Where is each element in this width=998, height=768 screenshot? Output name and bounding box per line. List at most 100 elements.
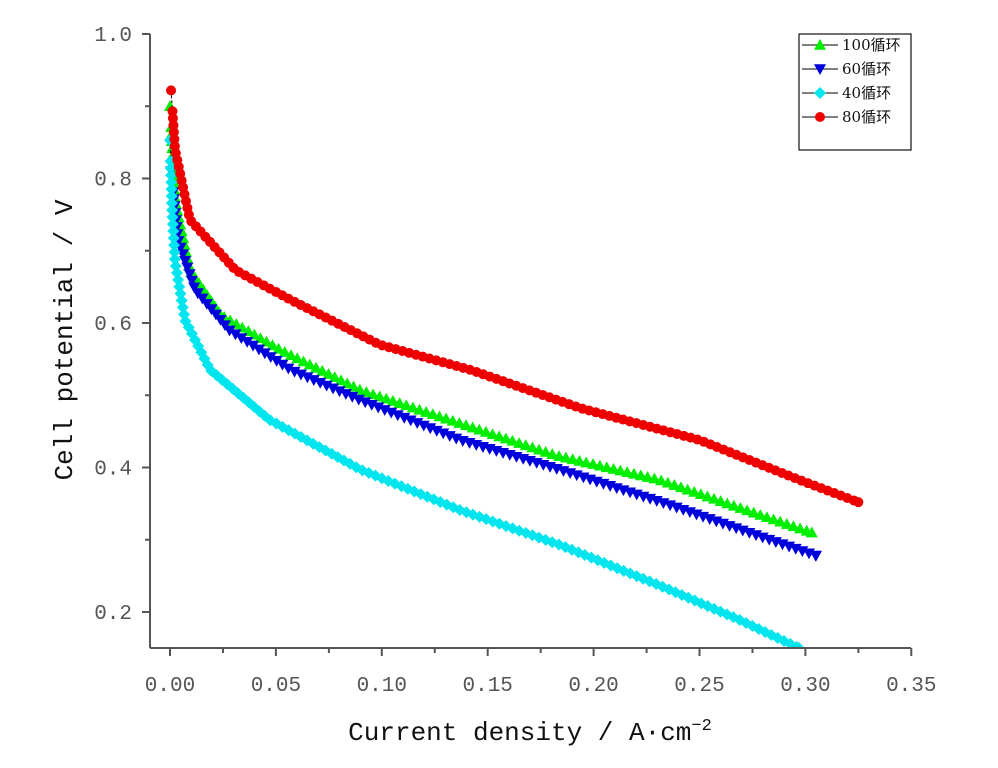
data-point xyxy=(593,459,606,471)
data-point xyxy=(235,333,248,344)
data-point xyxy=(167,225,180,238)
data-point xyxy=(607,462,620,474)
data-point xyxy=(181,262,194,274)
data-point xyxy=(754,508,767,520)
data-point xyxy=(513,437,526,448)
data-point xyxy=(165,197,178,210)
data-point xyxy=(393,397,406,408)
data-point xyxy=(347,380,360,392)
data-point xyxy=(460,419,473,431)
data-point xyxy=(566,453,579,465)
data-point xyxy=(793,642,805,648)
legend-marker xyxy=(814,39,826,50)
data-point xyxy=(553,450,566,461)
data-point xyxy=(188,282,201,294)
data-point xyxy=(721,497,734,509)
data-point xyxy=(333,386,346,398)
data-point xyxy=(165,169,178,182)
data-point xyxy=(272,342,285,354)
data-point xyxy=(674,481,687,493)
data-point xyxy=(587,458,600,469)
data-point xyxy=(641,471,654,482)
data-point xyxy=(661,476,674,488)
x-tick-label: 0.10 xyxy=(357,675,407,698)
legend: 100循环 60循环 40循环 80循环 xyxy=(798,33,912,151)
data-point xyxy=(276,359,289,371)
y-tick-label: 0.8 xyxy=(94,170,132,193)
data-point xyxy=(681,483,694,495)
data-point xyxy=(466,421,479,433)
data-point xyxy=(767,513,780,525)
data-point xyxy=(734,502,747,513)
data-point xyxy=(648,472,661,484)
data-point xyxy=(270,356,283,367)
data-point xyxy=(573,454,586,466)
data-point xyxy=(229,329,242,341)
legend-entry: 100循环 xyxy=(802,36,901,54)
data-point xyxy=(303,358,316,370)
data-point xyxy=(165,183,178,196)
data-point xyxy=(600,461,613,473)
data-point xyxy=(533,443,546,455)
data-point xyxy=(473,423,486,435)
data-point xyxy=(165,190,178,203)
series-40循环 xyxy=(164,134,805,648)
data-point xyxy=(727,499,740,511)
legend-marker xyxy=(814,64,826,75)
data-point xyxy=(164,162,177,175)
series-80循环 xyxy=(166,85,864,508)
legend-marker xyxy=(815,112,825,122)
data-point xyxy=(166,204,179,217)
data-point xyxy=(258,348,271,360)
data-point xyxy=(809,550,822,562)
data-point xyxy=(335,374,348,386)
data-point xyxy=(278,346,291,357)
data-point xyxy=(297,355,310,367)
x-tick-label: 0.15 xyxy=(462,675,512,698)
legend-entry: 40循环 xyxy=(802,84,891,102)
x-tick-label: 0.35 xyxy=(886,675,936,698)
data-point xyxy=(559,451,572,463)
data-point xyxy=(386,394,399,406)
data-point xyxy=(380,392,393,404)
data-point xyxy=(168,253,181,266)
data-point xyxy=(780,518,793,529)
data-point xyxy=(168,239,181,252)
y-axis-title: Cell potential / V xyxy=(50,199,80,480)
x-axis-title-superscript: −2 xyxy=(691,717,711,736)
data-point xyxy=(264,352,277,364)
data-point xyxy=(346,391,359,403)
data-point xyxy=(486,428,499,439)
data-point xyxy=(580,456,593,468)
data-point xyxy=(714,495,727,506)
data-point xyxy=(320,380,333,392)
x-tick-label: 0.25 xyxy=(674,675,724,698)
x-tick-label: 0.00 xyxy=(145,675,195,698)
legend-label: 60循环 xyxy=(842,60,891,78)
y-tick-label: 1.0 xyxy=(94,25,132,48)
data-point xyxy=(400,399,413,411)
data-point xyxy=(327,383,340,395)
data-point xyxy=(316,364,329,376)
data-point xyxy=(314,377,327,389)
data-point xyxy=(166,211,179,224)
data-point xyxy=(185,275,198,287)
data-point xyxy=(426,408,439,420)
data-point xyxy=(168,246,181,259)
data-point xyxy=(539,445,552,457)
data-point xyxy=(294,369,307,381)
legend-entry: 60循环 xyxy=(802,60,891,78)
x-tick-label: 0.20 xyxy=(568,675,618,698)
data-point xyxy=(433,410,446,422)
data-point xyxy=(260,335,273,347)
data-point xyxy=(301,372,314,384)
data-point xyxy=(179,255,192,267)
data-point xyxy=(805,526,818,538)
legend-label: 100循环 xyxy=(842,36,901,54)
data-point xyxy=(247,340,260,352)
data-point xyxy=(546,448,559,459)
data-point xyxy=(493,430,506,442)
data-point xyxy=(420,406,433,417)
data-point xyxy=(519,439,532,451)
data-point xyxy=(453,417,466,428)
